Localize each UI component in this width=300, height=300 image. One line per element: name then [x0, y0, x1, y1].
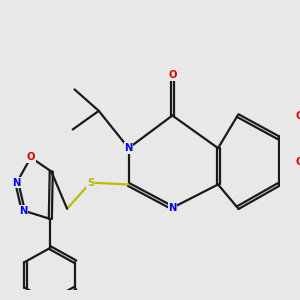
- Text: O: O: [168, 70, 177, 80]
- Text: N: N: [19, 206, 28, 216]
- Text: N: N: [124, 143, 133, 153]
- Text: O: O: [26, 152, 35, 163]
- Text: O: O: [296, 157, 300, 167]
- Text: N: N: [168, 203, 177, 213]
- Text: N: N: [13, 178, 21, 188]
- Text: S: S: [87, 178, 94, 188]
- Text: O: O: [296, 110, 300, 121]
